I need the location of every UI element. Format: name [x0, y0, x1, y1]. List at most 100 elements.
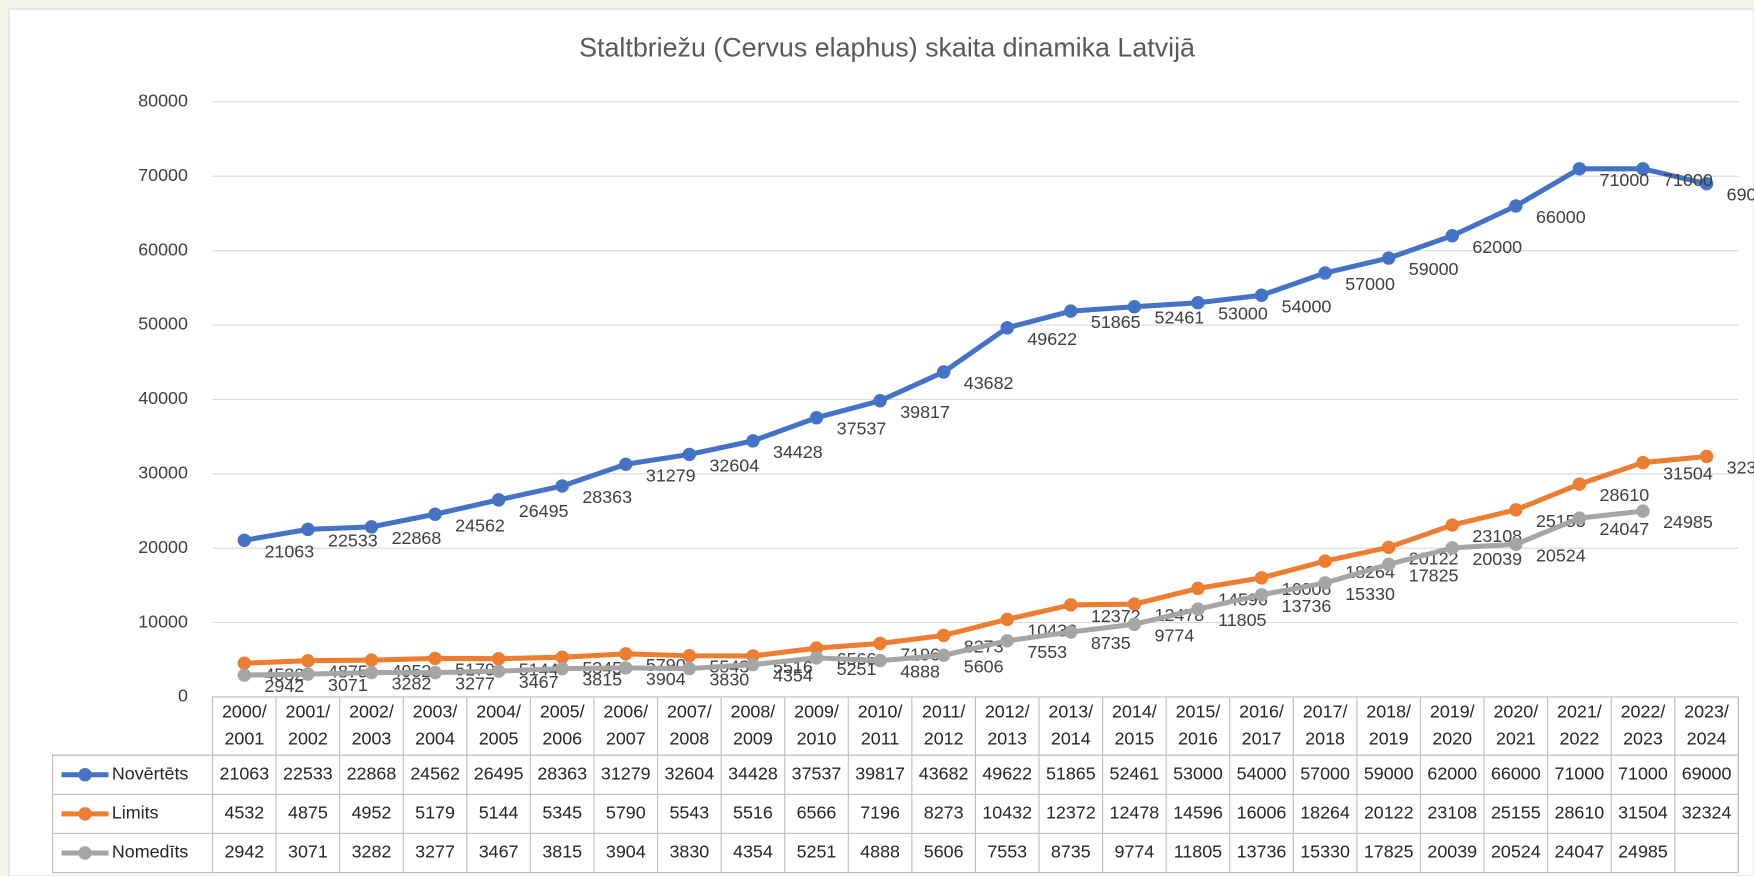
data-label: 43682 [964, 373, 1014, 393]
data-label: 66000 [1536, 207, 1586, 227]
table-cell: 59000 [1364, 763, 1414, 783]
table-cell: 71000 [1618, 763, 1668, 783]
x-tick-label-line: 2004/ [476, 701, 521, 721]
data-point [1254, 288, 1269, 302]
table-cell: 10432 [982, 803, 1032, 823]
data-point [1509, 503, 1523, 517]
table-cell: 20524 [1491, 842, 1541, 862]
y-tick-label: 60000 [138, 239, 188, 259]
x-tick-label-line: 2022 [1560, 728, 1600, 748]
data-label: 69000 [1727, 185, 1754, 205]
data-label: 53000 [1218, 304, 1268, 324]
data-label: 32324 [1727, 458, 1754, 478]
x-tick-label-line: 2018/ [1366, 701, 1411, 721]
data-point [301, 653, 315, 668]
data-label: 7553 [1027, 642, 1067, 662]
x-tick-label-line: 2000/ [222, 701, 267, 721]
data-label: 20039 [1472, 549, 1522, 569]
table-cell: 37537 [792, 763, 842, 783]
x-tick-label: 2015/2016 [1176, 701, 1221, 748]
data-label: 37537 [837, 419, 887, 439]
data-point [301, 522, 315, 537]
data-label: 12372 [1091, 606, 1141, 626]
x-tick-label-line: 2020 [1432, 728, 1472, 748]
data-point [1381, 251, 1396, 265]
x-tick-label-line: 2021 [1496, 728, 1536, 748]
data-point [364, 520, 379, 534]
x-tick-label-line: 2021/ [1557, 701, 1602, 721]
y-tick-label: 20000 [138, 537, 188, 557]
data-point [619, 661, 633, 675]
data-point [1636, 504, 1650, 518]
data-point [936, 648, 951, 662]
data-label: 28610 [1600, 485, 1650, 505]
table-cell: 5345 [542, 803, 582, 823]
data-point [1064, 304, 1078, 318]
table-cell: 5606 [924, 842, 964, 862]
data-point [1636, 455, 1650, 470]
x-tick-label-line: 2002 [288, 728, 328, 748]
table-cell: 16006 [1237, 803, 1287, 823]
data-point [1191, 602, 1205, 616]
table-cell: 20122 [1364, 803, 1414, 823]
x-tick-label: 2010/2011 [858, 701, 903, 748]
data-point [1445, 518, 1459, 532]
y-tick-label: 40000 [138, 388, 188, 408]
data-point [1127, 597, 1142, 611]
data-label: 2942 [264, 676, 304, 696]
x-tick-label: 2020/2021 [1493, 701, 1538, 748]
table-cell: 23108 [1427, 803, 1477, 823]
data-label: 20524 [1536, 545, 1586, 565]
data-point [619, 647, 633, 661]
data-point [491, 651, 506, 666]
x-tick-label: 2006/2007 [603, 701, 648, 748]
data-point [873, 636, 887, 651]
data-point [1509, 199, 1523, 213]
data-label: 21063 [264, 541, 314, 561]
chart-title: Staltbriežu (Cervus elaphus) skaita dina… [579, 32, 1195, 62]
data-point [555, 661, 569, 676]
data-label: 71000 [1600, 170, 1650, 190]
legend-marker [78, 807, 92, 821]
table-cell: 7553 [987, 842, 1027, 862]
series-line [244, 454, 1707, 666]
x-tick-label-line: 2004 [415, 728, 455, 748]
x-tick-label-line: 2012/ [985, 701, 1030, 721]
data-label: 32604 [709, 455, 759, 475]
table-cell: 4875 [288, 803, 328, 823]
x-tick-label: 2017/2018 [1303, 701, 1348, 748]
data-label: 52461 [1155, 308, 1205, 328]
table-cell: 3815 [542, 842, 582, 862]
table-cell: 24562 [410, 763, 460, 783]
data-label: 4888 [900, 662, 940, 682]
x-tick-label-line: 2008 [669, 728, 709, 748]
table-cell: 22868 [347, 763, 397, 783]
table-cell: 31279 [601, 763, 651, 783]
data-label: 3467 [519, 672, 559, 692]
table-cell: 3904 [606, 842, 646, 862]
table-cell: 26495 [474, 763, 524, 783]
data-point [1445, 541, 1459, 555]
data-point [1191, 581, 1205, 596]
table-cell: 51865 [1046, 763, 1096, 783]
table-cell: 52461 [1110, 763, 1160, 783]
data-label: 17825 [1409, 565, 1459, 585]
data-label: 20122 [1409, 548, 1459, 568]
data-point [364, 653, 379, 667]
x-tick-label: 2002/2003 [349, 701, 394, 748]
table-cell: 5516 [733, 803, 773, 823]
table-cell: 9774 [1114, 842, 1154, 862]
table-cell: 6566 [797, 803, 837, 823]
table-cell: 4952 [352, 803, 392, 823]
data-label: 24985 [1663, 512, 1713, 532]
data-label: 71000 [1663, 170, 1713, 190]
data-point [555, 479, 569, 493]
data-point [873, 394, 887, 408]
x-tick-label: 2016/2017 [1239, 701, 1284, 748]
data-point [809, 411, 824, 425]
x-tick-label: 2009/2010 [794, 701, 839, 748]
x-tick-label-line: 2006 [542, 728, 582, 748]
table-cell: 62000 [1427, 763, 1477, 783]
data-label: 3282 [392, 674, 432, 694]
